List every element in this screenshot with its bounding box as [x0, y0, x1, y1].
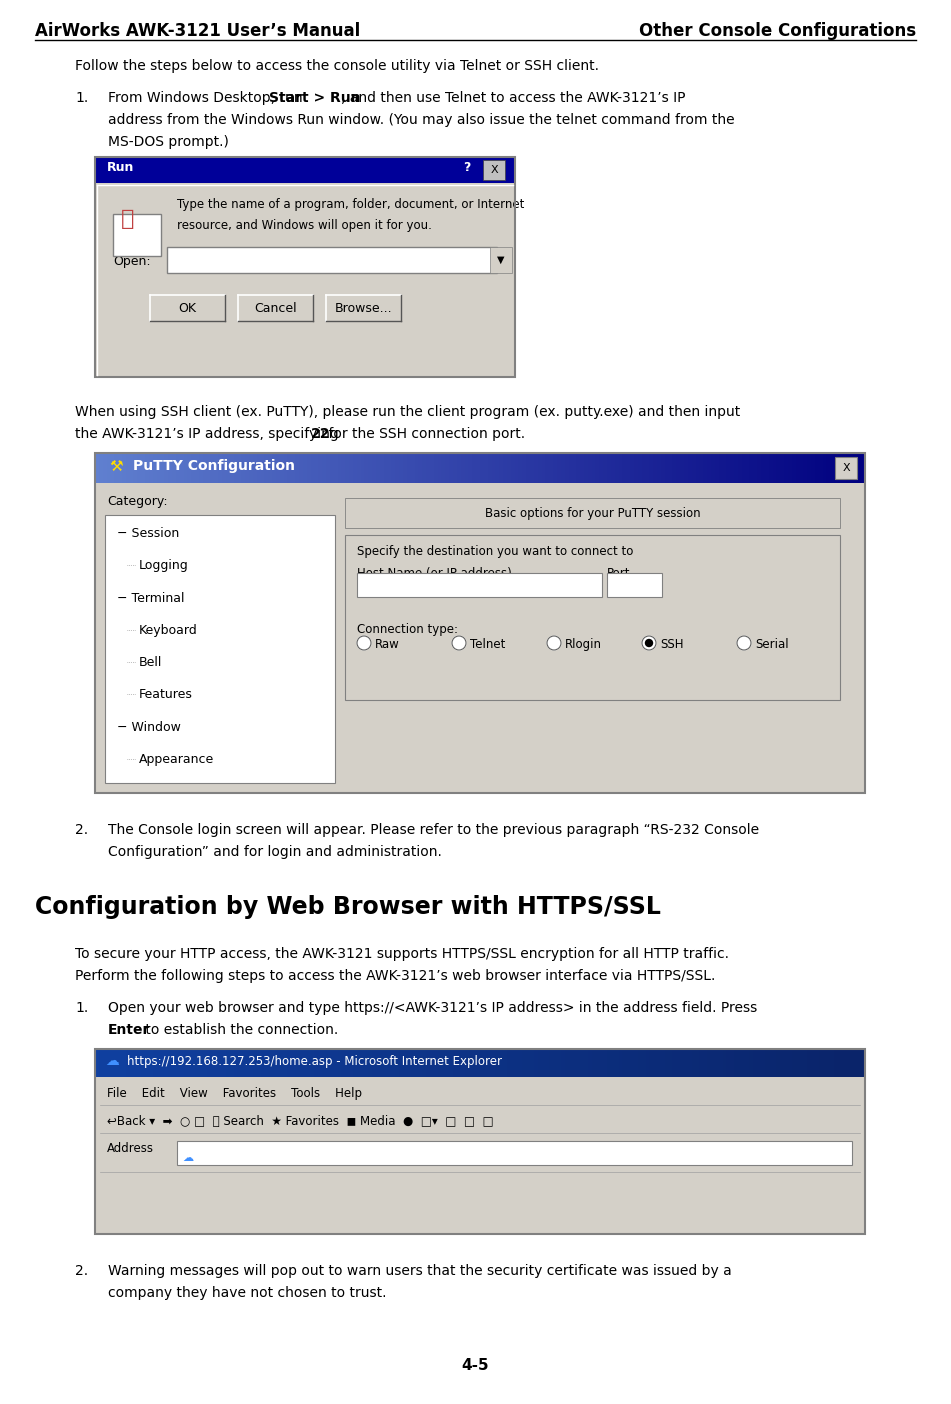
- Text: 1.: 1.: [75, 1001, 88, 1015]
- Text: Serial: Serial: [755, 637, 788, 651]
- FancyBboxPatch shape: [113, 213, 161, 256]
- Text: File    Edit    View    Favorites    Tools    Help: File Edit View Favorites Tools Help: [107, 1087, 362, 1099]
- Text: When using SSH client (ex. PuTTY), please run the client program (ex. putty.exe): When using SSH client (ex. PuTTY), pleas…: [75, 404, 740, 418]
- FancyBboxPatch shape: [835, 456, 857, 479]
- Text: to establish the connection.: to establish the connection.: [141, 1024, 338, 1038]
- FancyBboxPatch shape: [167, 247, 497, 272]
- Text: , and then use Telnet to access the AWK-3121’s IP: , and then use Telnet to access the AWK-…: [340, 91, 686, 105]
- Text: Warning messages will pop out to warn users that the security certificate was is: Warning messages will pop out to warn us…: [108, 1264, 731, 1278]
- Text: Open your web browser and type https://<AWK-3121’s IP address> in the address fi: Open your web browser and type https://<…: [108, 1001, 757, 1015]
- Text: Host Name (or IP address): Host Name (or IP address): [357, 567, 512, 580]
- Text: Run: Run: [107, 161, 134, 174]
- Text: Basic options for your PuTTY session: Basic options for your PuTTY session: [485, 507, 700, 519]
- Text: AirWorks AWK-3121 User’s Manual: AirWorks AWK-3121 User’s Manual: [35, 22, 360, 39]
- Circle shape: [646, 639, 652, 646]
- Text: The Console login screen will appear. Please refer to the previous paragraph “RS: The Console login screen will appear. Pl…: [108, 823, 759, 837]
- Text: OK: OK: [179, 302, 197, 314]
- Text: Telnet: Telnet: [470, 637, 505, 651]
- Text: Features: Features: [139, 688, 193, 701]
- Text: Type the name of a program, folder, document, or Internet: Type the name of a program, folder, docu…: [177, 198, 524, 211]
- Text: Open:: Open:: [113, 256, 150, 268]
- Text: PuTTY Configuration: PuTTY Configuration: [133, 459, 295, 473]
- Text: Raw: Raw: [375, 637, 399, 651]
- Text: X: X: [490, 166, 497, 176]
- Text: Start > Run: Start > Run: [269, 91, 360, 105]
- Text: Rlogin: Rlogin: [565, 637, 602, 651]
- Text: 192.168.127.253: 192.168.127.253: [363, 585, 464, 598]
- Text: Enter: Enter: [108, 1024, 150, 1038]
- FancyBboxPatch shape: [177, 1141, 852, 1165]
- Text: https://192.168.127.253/home.asp - Microsoft Internet Explorer: https://192.168.127.253/home.asp - Micro…: [127, 1054, 502, 1068]
- Text: − Terminal: − Terminal: [117, 591, 184, 605]
- Text: Category:: Category:: [107, 496, 167, 508]
- FancyBboxPatch shape: [607, 573, 662, 597]
- Text: Specify the destination you want to connect to: Specify the destination you want to conn…: [357, 545, 633, 557]
- Text: Configuration” and for login and administration.: Configuration” and for login and adminis…: [108, 845, 442, 859]
- Text: Follow the steps below to access the console utility via Telnet or SSH client.: Follow the steps below to access the con…: [75, 59, 599, 73]
- FancyBboxPatch shape: [357, 573, 602, 597]
- Circle shape: [452, 636, 466, 650]
- Text: ⚒: ⚒: [109, 459, 123, 475]
- Text: 2.: 2.: [75, 823, 88, 837]
- Circle shape: [737, 636, 751, 650]
- FancyBboxPatch shape: [238, 295, 313, 322]
- Text: Other Console Configurations: Other Console Configurations: [639, 22, 916, 39]
- Text: the AWK-3121’s IP address, specifying: the AWK-3121’s IP address, specifying: [75, 427, 343, 441]
- FancyBboxPatch shape: [345, 498, 840, 528]
- Text: Keyboard: Keyboard: [139, 623, 198, 637]
- FancyBboxPatch shape: [490, 247, 512, 272]
- Text: telnet 192.168.127.253: telnet 192.168.127.253: [173, 258, 313, 272]
- Text: Logging: Logging: [139, 559, 188, 573]
- Text: − Session: − Session: [117, 526, 179, 541]
- Text: ⧗: ⧗: [121, 209, 134, 229]
- Text: ☁: ☁: [105, 1054, 119, 1068]
- Circle shape: [357, 636, 371, 650]
- FancyBboxPatch shape: [326, 295, 401, 322]
- Text: ☁: ☁: [182, 1153, 193, 1163]
- Text: To secure your HTTP access, the AWK-3121 supports HTTPS/SSL encryption for all H: To secure your HTTP access, the AWK-3121…: [75, 948, 729, 960]
- FancyBboxPatch shape: [95, 483, 865, 793]
- Text: Connection type:: Connection type:: [357, 623, 458, 636]
- Text: for the SSH connection port.: for the SSH connection port.: [323, 427, 525, 441]
- Text: Cancel: Cancel: [254, 302, 297, 314]
- Text: 22: 22: [612, 585, 627, 598]
- Text: From Windows Desktop, run: From Windows Desktop, run: [108, 91, 307, 105]
- FancyBboxPatch shape: [150, 295, 225, 322]
- Text: SSH: SSH: [660, 637, 684, 651]
- Text: Bell: Bell: [139, 656, 163, 668]
- Text: Perform the following steps to access the AWK-3121’s web browser interface via H: Perform the following steps to access th…: [75, 969, 715, 983]
- Text: ▼: ▼: [497, 256, 505, 265]
- FancyBboxPatch shape: [105, 515, 335, 783]
- Text: 1.: 1.: [75, 91, 88, 105]
- Text: 2.: 2.: [75, 1264, 88, 1278]
- Text: X: X: [843, 463, 850, 473]
- Text: Appearance: Appearance: [139, 753, 214, 765]
- Text: MS-DOS prompt.): MS-DOS prompt.): [108, 135, 229, 149]
- Text: ↩Back ▾  ➡  ○ □  ⌕ Search  ★ Favorites  ◼ Media  ●  □▾  □  □  □: ↩Back ▾ ➡ ○ □ ⌕ Search ★ Favorites ◼ Med…: [107, 1115, 494, 1127]
- Text: Port: Port: [607, 567, 631, 580]
- Text: Browse...: Browse...: [335, 302, 393, 314]
- Circle shape: [642, 636, 656, 650]
- Text: resource, and Windows will open it for you.: resource, and Windows will open it for y…: [177, 219, 432, 232]
- Text: company they have not chosen to trust.: company they have not chosen to trust.: [108, 1286, 386, 1300]
- Text: https://192.168.127.253/home.asp: https://192.168.127.253/home.asp: [200, 1153, 405, 1165]
- Text: 4-5: 4-5: [461, 1359, 490, 1373]
- Text: 22: 22: [311, 427, 330, 441]
- FancyBboxPatch shape: [95, 157, 515, 183]
- Text: Address: Address: [107, 1141, 154, 1155]
- Text: − Window: − Window: [117, 720, 181, 733]
- Circle shape: [547, 636, 561, 650]
- Text: ?: ?: [463, 161, 471, 174]
- Text: Configuration by Web Browser with HTTPS/SSL: Configuration by Web Browser with HTTPS/…: [35, 894, 661, 920]
- FancyBboxPatch shape: [95, 1077, 865, 1234]
- FancyBboxPatch shape: [483, 160, 505, 180]
- FancyBboxPatch shape: [95, 183, 515, 378]
- Text: address from the Windows Run window. (You may also issue the telnet command from: address from the Windows Run window. (Yo…: [108, 112, 734, 126]
